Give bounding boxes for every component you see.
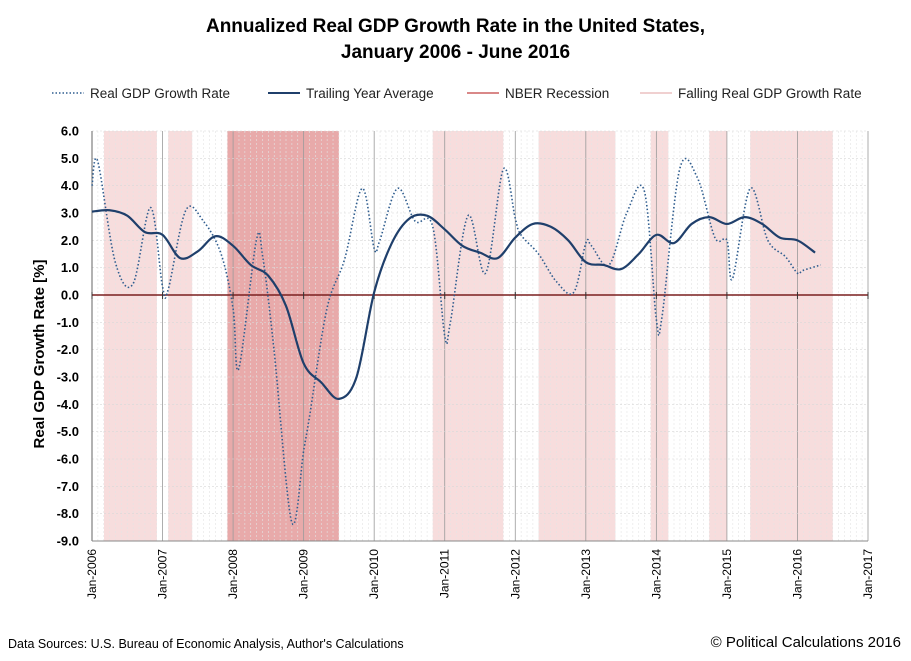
falling-band-3 [538,131,616,541]
legend: Real GDP Growth Rate Trailing Year Avera… [0,83,911,103]
y-tick-label: -1.0 [57,315,79,330]
legend-label-trailing: Trailing Year Average [306,85,434,101]
x-tick-label: Jan-2014 [649,549,663,599]
legend-label-recession: NBER Recession [505,85,610,101]
legend-item-falling: Falling Real GDP Growth Rate [640,83,862,103]
legend-item-gdp: Real GDP Growth Rate [52,83,230,103]
x-tick-label: Jan-2009 [297,549,311,599]
x-tick-label: Jan-2006 [85,549,99,599]
falling-band-4 [650,131,669,541]
y-tick-label: -7.0 [57,479,79,494]
copyright-credit: © Political Calculations 2016 [710,634,901,651]
y-tick-label: -6.0 [57,452,79,467]
y-tick-label: -8.0 [57,506,79,521]
legend-swatch-trailing [268,92,300,94]
series-line-real-gdp-growth-rate [91,157,821,526]
y-tick-label: 1.0 [61,260,79,275]
legend-swatch-recession [467,92,499,94]
y-tick-label: -5.0 [57,424,79,439]
y-tick-label: 0.0 [61,288,79,303]
falling-band-0 [103,131,157,541]
y-tick-label: 6.0 [61,124,79,139]
recession-band-0 [227,131,339,541]
x-tick-label: Jan-2017 [861,549,875,599]
y-axis-title: Real GDP Growth Rate [%] [31,260,48,449]
y-tick-label: 5.0 [61,151,79,166]
x-tick-label: Jan-2008 [226,549,240,599]
x-tick-label: Jan-2011 [438,549,452,598]
data-source-note: Data Sources: U.S. Bureau of Economic An… [8,637,404,651]
series-line-trailing-year-average [91,209,816,400]
x-tick-label: Jan-2012 [508,549,522,599]
y-tick-label: 3.0 [61,206,79,221]
x-tick-label: Jan-2016 [790,549,804,599]
legend-swatch-falling [640,92,672,94]
y-tick-label: 2.0 [61,233,79,248]
y-tick-label: -3.0 [57,370,79,385]
legend-label-gdp: Real GDP Growth Rate [90,85,231,101]
legend-label-falling: Falling Real GDP Growth Rate [678,85,862,101]
legend-item-recession: NBER Recession [467,83,609,103]
chart-title-line-1: Annualized Real GDP Growth Rate in the U… [205,16,705,37]
y-tick-label: 4.0 [61,178,79,193]
chart-title-line-2: January 2006 - June 2016 [340,42,571,63]
y-tick-label: -4.0 [57,397,79,412]
x-tick-label: Jan-2007 [156,549,170,599]
falling-band-5 [709,131,727,541]
x-tick-label: Jan-2013 [579,549,593,599]
x-tick-label: Jan-2010 [367,549,381,599]
y-tick-label: -2.0 [57,342,79,357]
y-tick-label: -9.0 [57,534,79,549]
x-tick-label: Jan-2015 [720,549,734,599]
chart-title: Annualized Real GDP Growth Rate in the U… [0,14,911,66]
legend-item-trailing: Trailing Year Average [268,83,434,103]
